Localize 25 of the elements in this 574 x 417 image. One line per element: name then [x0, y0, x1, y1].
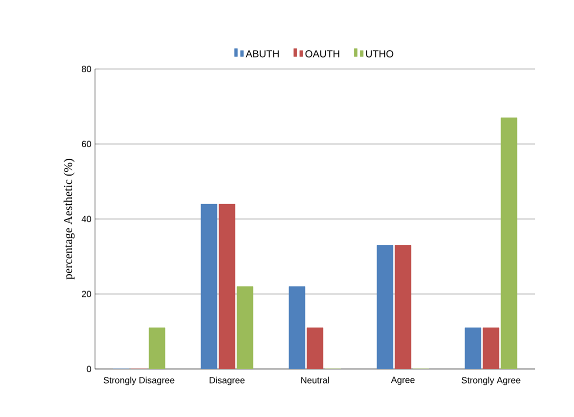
legend-label: ABUTH	[246, 50, 279, 58]
legend-label: OAUTH	[305, 50, 340, 58]
x-tick-label: Neutral	[301, 376, 329, 384]
y-tick-label: 60	[82, 140, 92, 148]
y-tick-label: 20	[82, 290, 92, 298]
legend-label: UTHO	[366, 50, 394, 58]
bar	[236, 286, 254, 369]
x-tick-label: Agree	[391, 376, 415, 385]
bar	[148, 328, 166, 369]
bar	[482, 328, 500, 369]
y-tick-label: 80	[82, 66, 92, 72]
bar	[306, 328, 324, 369]
y-tick-label: 40	[82, 216, 92, 222]
bar	[288, 286, 306, 369]
bar	[464, 328, 482, 369]
bar	[500, 118, 518, 369]
x-tick-label: Strongly Disagree	[104, 376, 174, 386]
x-tick-label: Disagree	[210, 376, 245, 386]
y-tick-label: 0	[86, 366, 92, 372]
y-axis-title: percentage Aesthetic (%)	[64, 158, 75, 280]
bar	[394, 245, 412, 369]
bar	[218, 204, 236, 369]
bar	[200, 204, 218, 369]
bar	[376, 245, 394, 369]
x-tick-label: Strongly Agree	[462, 376, 520, 386]
